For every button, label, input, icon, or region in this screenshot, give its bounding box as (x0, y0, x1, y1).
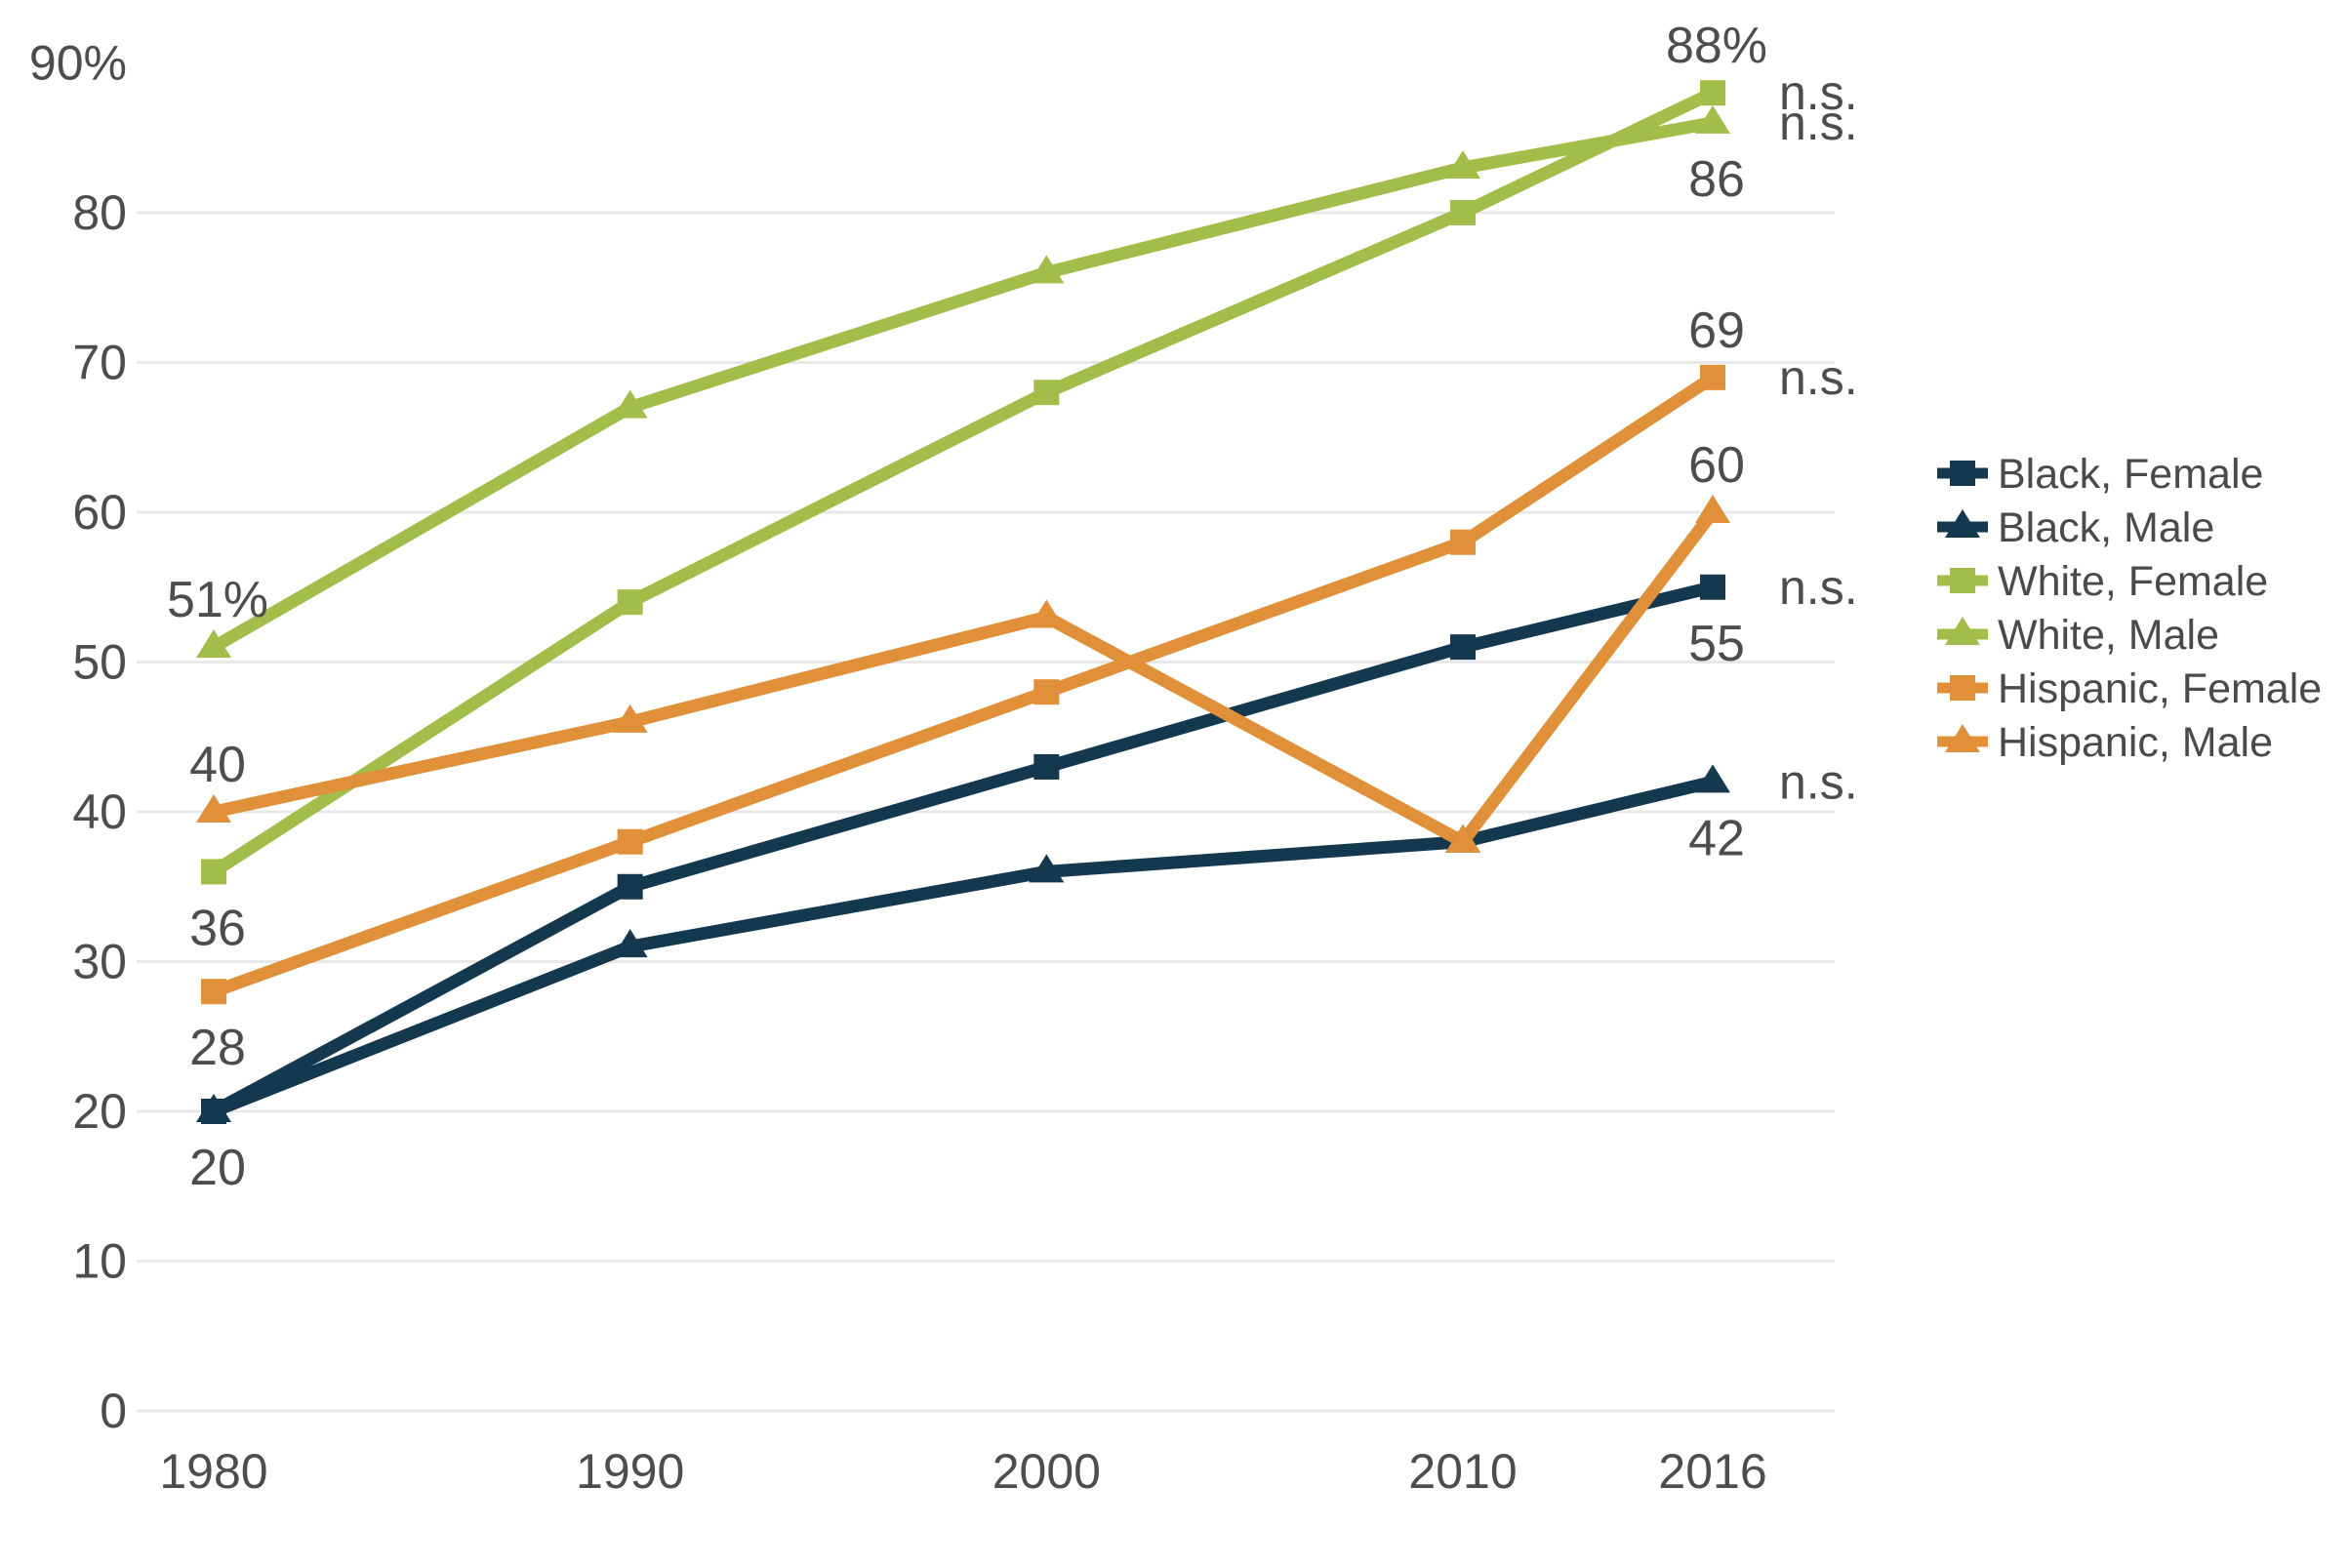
y-axis-tick-label: 40 (72, 784, 127, 839)
y-axis-tick-label: 50 (72, 635, 127, 690)
y-axis-tick-label: 0 (100, 1384, 127, 1438)
data-label-hispanic-female-2016: 69 (1688, 302, 1745, 359)
legend-marker-hispanic-female (1950, 675, 1975, 701)
x-axis-tick-label: 2010 (1408, 1444, 1517, 1499)
legend-item-black-male: Black, Male (1937, 504, 2214, 551)
marker-black-male-2000 (1029, 854, 1065, 883)
legend-item-hispanic-male: Hispanic, Male (1937, 719, 2273, 766)
marker-hispanic-male-2016 (1695, 495, 1731, 524)
marker-white-female-2000 (1033, 380, 1060, 406)
legend: Black, Female Black, Male White, Female Whi… (1937, 451, 2322, 766)
data-label-black-female-2016: 55 (1688, 616, 1745, 672)
marker-white-female-2016 (1700, 80, 1726, 106)
x-axis-tick-label: 1980 (159, 1444, 267, 1499)
series-line-black-female (207, 581, 1720, 1118)
legend-item-hispanic-female: Hispanic, Female (1937, 665, 2322, 712)
y-axis-tick-label: 70 (72, 336, 127, 390)
legend-marker-white-male (1945, 617, 1980, 646)
marker-hispanic-female-1990 (617, 828, 643, 855)
data-label-white-female-1980: 36 (189, 900, 246, 956)
data-label-hispanic-female-1980: 28 (189, 1020, 246, 1076)
marker-hispanic-female-2000 (1033, 679, 1060, 705)
legend-label-hispanic-female: Hispanic, Female (1998, 665, 2322, 712)
data-label-white-female-2016: 88% (1666, 18, 1767, 74)
legend-marker-black-female (1950, 461, 1975, 486)
data-label-white-male-1980: 51% (167, 572, 268, 628)
marker-black-female-2000 (1033, 753, 1060, 780)
marker-black-male-2016 (1695, 764, 1731, 793)
y-axis-tick-label: 80 (72, 185, 127, 240)
marker-black-female-2010 (1450, 634, 1477, 661)
marker-white-male-2016 (1695, 104, 1731, 134)
y-axis-tick-label: 60 (72, 485, 127, 540)
x-axis-tick-label: 2016 (1658, 1444, 1766, 1499)
legend-label-hispanic-male: Hispanic, Male (1998, 719, 2273, 766)
marker-black-female-2016 (1700, 574, 1726, 600)
marker-white-female-1990 (617, 589, 643, 616)
legend-label-black-female: Black, Female (1998, 451, 2263, 498)
legend-label-black-male: Black, Male (1998, 504, 2214, 551)
ns-annotation-black-female: n.s. (1779, 560, 1858, 615)
data-label-black-male-2016: 42 (1688, 810, 1745, 866)
data-label-black-female-1980: 20 (189, 1140, 246, 1196)
y-axis-tick-label: 90% (29, 36, 127, 91)
marker-black-male-1980 (196, 1094, 231, 1123)
series-line-hispanic-female (207, 371, 1720, 998)
ns-annotation-white-male: n.s. (1779, 96, 1858, 150)
data-label-hispanic-male-2016: 60 (1688, 437, 1745, 494)
marker-hispanic-female-1980 (201, 979, 226, 1005)
ns-annotation-black-male: n.s. (1779, 754, 1858, 809)
legend-item-white-male: White, Male (1937, 612, 2219, 659)
marker-white-female-1980 (201, 859, 226, 885)
x-axis-tick-label: 2000 (992, 1444, 1101, 1499)
series-line-white-female (207, 86, 1720, 878)
marker-hispanic-male-1990 (612, 704, 648, 733)
marker-hispanic-male-1980 (196, 794, 231, 824)
marker-white-male-1990 (612, 389, 648, 419)
y-axis-tick-label: 20 (72, 1084, 127, 1139)
data-label-white-male-2016: 86 (1688, 151, 1745, 208)
legend-item-white-female: White, Female (1937, 558, 2268, 605)
marker-black-female-1990 (617, 873, 643, 900)
marker-hispanic-male-2010 (1445, 824, 1481, 853)
marker-hispanic-female-2010 (1450, 529, 1477, 555)
marker-white-male-2010 (1445, 149, 1481, 179)
data-label-hispanic-male-1980: 40 (189, 737, 246, 793)
x-axis-tick-label: 1990 (576, 1444, 684, 1499)
legend-marker-hispanic-male (1945, 724, 1980, 753)
marker-white-female-2010 (1450, 200, 1477, 225)
marker-hispanic-male-2000 (1029, 599, 1065, 628)
y-axis-tick-label: 10 (72, 1234, 127, 1289)
marker-white-male-1980 (196, 629, 231, 659)
y-axis-tick-label: 30 (72, 935, 127, 989)
legend-label-white-female: White, Female (1998, 558, 2268, 605)
ns-annotation-hispanic-female: n.s. (1779, 350, 1858, 405)
legend-marker-black-male (1945, 509, 1980, 539)
series-line-black-male (207, 775, 1720, 1118)
ns-annotation-white-female: n.s. (1779, 65, 1858, 120)
legend-marker-white-female (1950, 568, 1975, 593)
legend-item-black-female: Black, Female (1937, 451, 2263, 498)
legend-label-white-male: White, Male (1998, 612, 2219, 659)
marker-black-male-1990 (612, 929, 648, 958)
marker-hispanic-female-2016 (1700, 364, 1726, 390)
marker-white-male-2000 (1029, 255, 1065, 284)
